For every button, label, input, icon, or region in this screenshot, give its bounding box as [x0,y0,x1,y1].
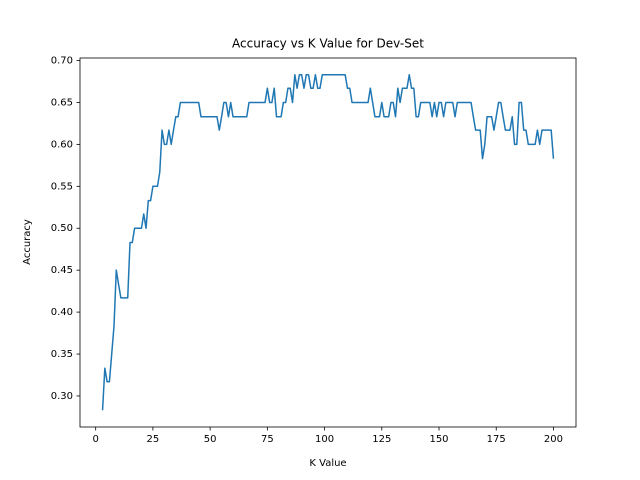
chart-title: Accuracy vs K Value for Dev-Set [232,37,424,51]
y-tick-label: 0.50 [51,223,73,234]
x-tick-label: 125 [372,434,391,445]
y-tick-label: 0.65 [51,97,73,108]
y-tick-label: 0.30 [51,391,73,402]
x-tick-label: 50 [204,434,217,445]
x-tick-label: 175 [487,434,506,445]
y-axis-label: Accuracy [22,219,33,265]
axes-frame [79,57,577,428]
x-tick-label: 0 [92,434,98,445]
y-tick-label: 0.70 [51,56,73,67]
x-tick-label: 25 [147,434,160,445]
x-tick-label: 150 [429,434,448,445]
y-tick-label: 0.35 [51,349,73,360]
y-tick-label: 0.45 [51,265,73,276]
y-tick-label: 0.60 [51,139,73,150]
data-line [101,74,555,411]
x-tick-label: 100 [315,434,334,445]
x-axis-label: K Value [309,458,346,469]
y-tick-label: 0.40 [51,307,73,318]
x-tick-label: 200 [544,434,563,445]
x-tick-label: 75 [261,434,274,445]
y-tick-label: 0.55 [51,181,73,192]
